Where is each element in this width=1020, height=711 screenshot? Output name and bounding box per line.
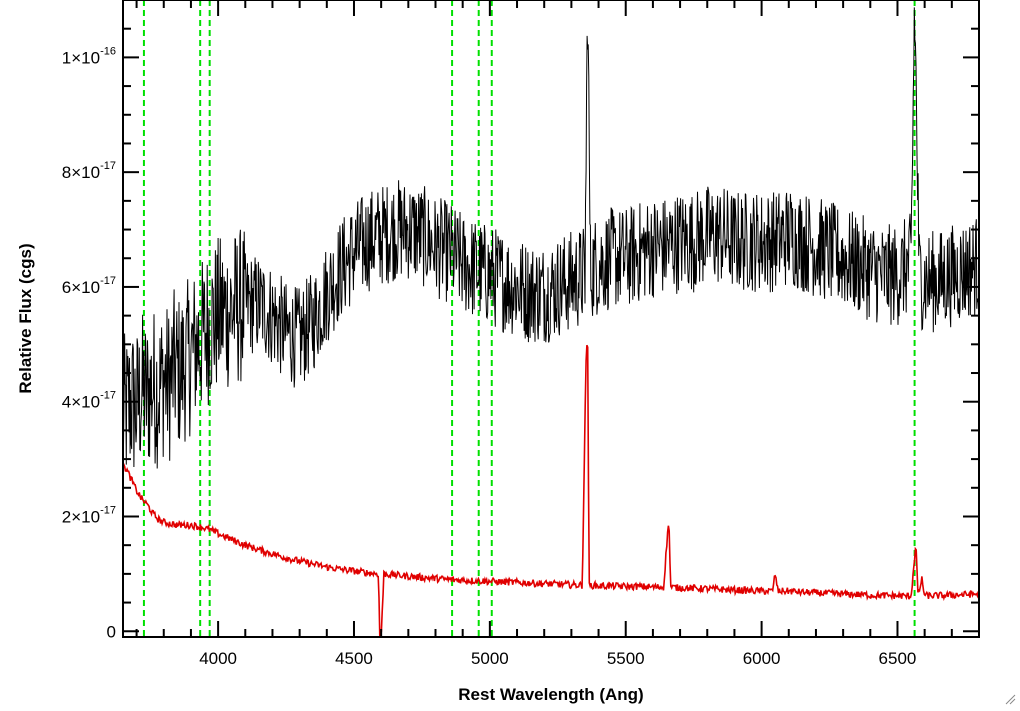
y-tick-label: 0 [107, 622, 116, 641]
x-axis-title: Rest Wavelength (Ang) [458, 685, 643, 704]
y-tick-label: 6×10-17 [62, 275, 116, 297]
x-tick-label: 5500 [607, 649, 645, 668]
y-tick-label: 4×10-17 [62, 390, 116, 412]
y-axis-title: Relative Flux (cgs) [16, 243, 35, 393]
series-line-1 [122, 344, 980, 638]
resize-grip-icon[interactable] [1004, 692, 1016, 705]
x-tick-label: 6000 [743, 649, 781, 668]
y-tick-label: 8×10-17 [62, 160, 116, 182]
x-tick-label: 5000 [471, 649, 509, 668]
x-tick-label: 6500 [879, 649, 917, 668]
axis-labels: Rest Wavelength (Ang) Relative Flux (cgs… [16, 243, 644, 704]
axes: 4000 4500 5000 5500 6000 6500 0 2×10-17 4×10-17 6… [62, 0, 980, 668]
series-line-0 [122, 7, 980, 469]
plot-frame [122, 0, 980, 638]
y-tick-label: 1×10-16 [62, 45, 116, 67]
x-tick-label: 4500 [335, 649, 373, 668]
series-layer [122, 7, 980, 638]
y-tick-label: 2×10-17 [62, 504, 116, 526]
x-tick-label: 4000 [199, 649, 237, 668]
